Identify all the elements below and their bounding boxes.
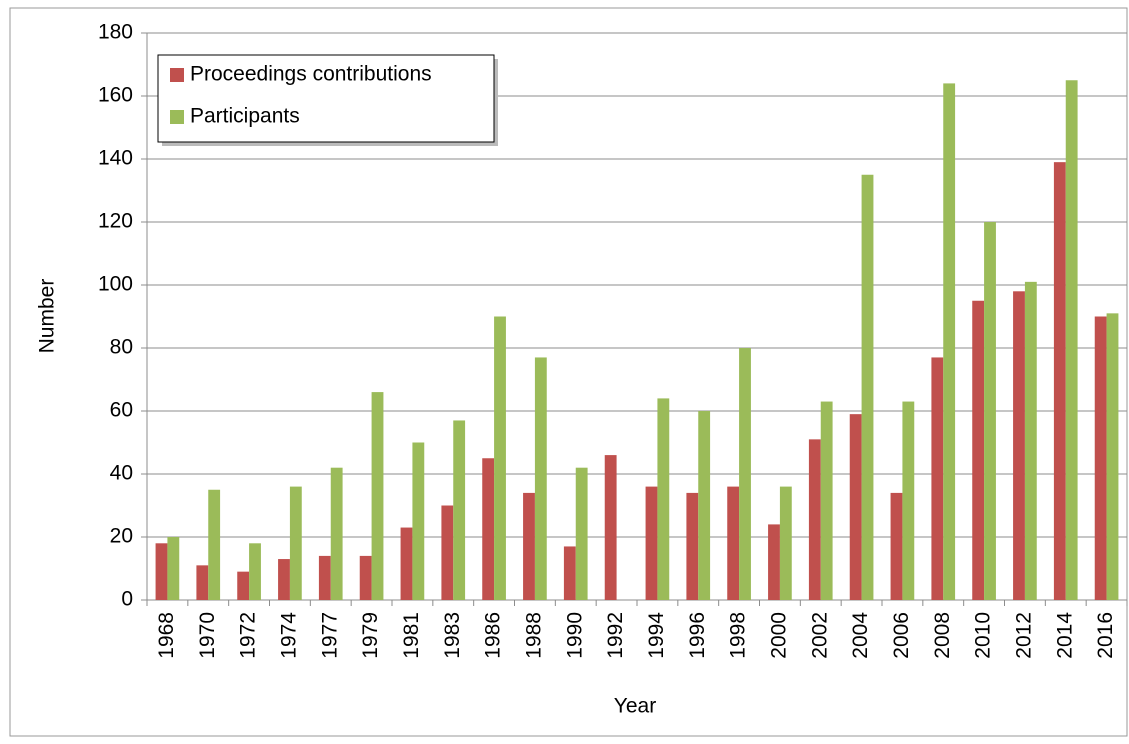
bar	[1013, 291, 1025, 600]
bar	[972, 300, 985, 600]
bar	[657, 398, 670, 600]
y-tick-label: 20	[110, 525, 133, 548]
bar	[943, 83, 956, 600]
x-tick-label: 2012	[1012, 612, 1035, 659]
bar	[861, 174, 874, 600]
bar	[155, 543, 168, 600]
x-tick-label: 1968	[155, 612, 178, 659]
x-tick-label: 1977	[318, 612, 341, 659]
x-tick-label: 1998	[727, 612, 750, 659]
x-tick-label: 1972	[237, 612, 260, 659]
bar	[237, 571, 250, 600]
x-tick-label: 2016	[1094, 612, 1117, 659]
x-tick-label: 1983	[441, 612, 464, 659]
x-tick-label: 1996	[686, 612, 709, 659]
bar	[167, 537, 180, 600]
bar	[1065, 80, 1078, 600]
y-tick-label: 120	[98, 210, 133, 233]
bar	[563, 546, 576, 600]
y-tick-label: 140	[98, 147, 133, 170]
bar	[453, 420, 466, 600]
y-tick-label: 160	[98, 84, 133, 107]
bar	[196, 565, 209, 600]
x-tick-label: 1990	[563, 612, 586, 659]
bar	[523, 492, 535, 600]
x-tick-label: 1979	[359, 612, 382, 659]
bar	[984, 222, 996, 600]
bar	[330, 467, 343, 600]
bar	[249, 543, 261, 600]
bar	[208, 489, 221, 600]
bar	[371, 392, 384, 600]
bar	[779, 486, 792, 600]
y-tick-label: 100	[98, 273, 133, 296]
bar	[739, 348, 751, 600]
bar	[768, 524, 780, 600]
x-tick-label: 2010	[972, 612, 995, 659]
bar	[890, 492, 903, 600]
bar	[727, 486, 740, 600]
y-tick-label: 0	[121, 588, 133, 611]
bar	[686, 492, 699, 600]
bar	[604, 455, 617, 600]
x-tick-label: 1992	[604, 612, 627, 659]
bar	[1053, 162, 1066, 600]
bar	[482, 458, 495, 600]
x-tick-label: 2006	[890, 612, 913, 659]
bar	[289, 486, 302, 600]
bar	[902, 401, 915, 600]
bar	[575, 467, 588, 600]
bar	[849, 414, 862, 600]
bar	[534, 357, 547, 600]
bar	[318, 555, 331, 600]
legend-label: Proceedings contributions	[190, 63, 432, 86]
bar	[1106, 313, 1119, 600]
x-axis-title: Year	[614, 695, 656, 718]
legend-swatch	[170, 68, 184, 82]
y-axis-title: Number	[36, 279, 59, 354]
bar	[698, 411, 711, 600]
bar	[820, 401, 833, 600]
y-tick-label: 80	[110, 336, 133, 359]
bar	[808, 439, 821, 600]
bar	[645, 486, 658, 600]
x-tick-label: 2002	[808, 612, 831, 659]
x-tick-label: 1986	[482, 612, 505, 659]
x-tick-label: 1970	[196, 612, 219, 659]
legend-swatch	[170, 110, 184, 124]
bar	[441, 505, 454, 600]
y-tick-label: 180	[98, 21, 133, 44]
y-tick-label: 60	[110, 399, 133, 422]
bar	[1024, 281, 1037, 600]
x-tick-label: 2004	[849, 612, 872, 659]
x-tick-label: 2008	[931, 612, 954, 659]
x-tick-label: 2014	[1053, 612, 1076, 659]
bar	[412, 442, 425, 600]
legend-label: Participants	[190, 105, 300, 128]
bar	[931, 357, 944, 600]
bar	[494, 316, 506, 600]
x-tick-label: 2000	[767, 612, 790, 659]
bar	[278, 559, 290, 600]
legend	[157, 54, 495, 143]
bar	[1094, 316, 1107, 600]
x-tick-label: 1988	[522, 612, 545, 659]
x-tick-label: 1981	[400, 612, 423, 659]
y-tick-label: 40	[110, 462, 133, 485]
bar	[359, 555, 372, 600]
bar	[400, 527, 413, 600]
x-tick-label: 1994	[645, 612, 668, 659]
x-tick-label: 1974	[277, 612, 300, 659]
